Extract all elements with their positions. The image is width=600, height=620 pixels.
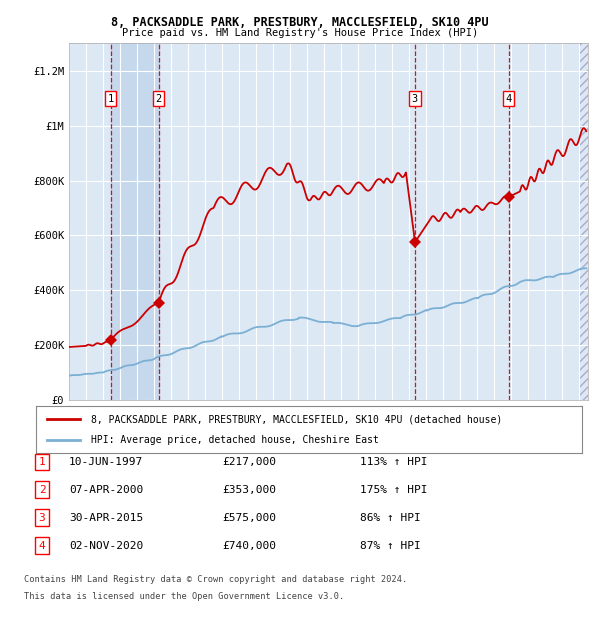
Text: 8, PACKSADDLE PARK, PRESTBURY, MACCLESFIELD, SK10 4PU: 8, PACKSADDLE PARK, PRESTBURY, MACCLESFI… <box>111 16 489 29</box>
Text: 2: 2 <box>38 485 46 495</box>
Text: 3: 3 <box>38 513 46 523</box>
Text: £353,000: £353,000 <box>222 485 276 495</box>
Text: HPI: Average price, detached house, Cheshire East: HPI: Average price, detached house, Ches… <box>91 435 379 445</box>
Text: 07-APR-2000: 07-APR-2000 <box>69 485 143 495</box>
Text: 02-NOV-2020: 02-NOV-2020 <box>69 541 143 551</box>
Text: 8, PACKSADDLE PARK, PRESTBURY, MACCLESFIELD, SK10 4PU (detached house): 8, PACKSADDLE PARK, PRESTBURY, MACCLESFI… <box>91 414 502 424</box>
Text: 1: 1 <box>107 94 113 104</box>
Text: 4: 4 <box>506 94 512 104</box>
Text: Contains HM Land Registry data © Crown copyright and database right 2024.: Contains HM Land Registry data © Crown c… <box>24 575 407 584</box>
Text: 175% ↑ HPI: 175% ↑ HPI <box>360 485 427 495</box>
Text: 4: 4 <box>38 541 46 551</box>
Text: 86% ↑ HPI: 86% ↑ HPI <box>360 513 421 523</box>
Text: 30-APR-2015: 30-APR-2015 <box>69 513 143 523</box>
Text: 3: 3 <box>412 94 418 104</box>
Text: £740,000: £740,000 <box>222 541 276 551</box>
Bar <box>580 43 588 400</box>
Text: 113% ↑ HPI: 113% ↑ HPI <box>360 457 427 467</box>
Text: 87% ↑ HPI: 87% ↑ HPI <box>360 541 421 551</box>
Text: This data is licensed under the Open Government Licence v3.0.: This data is licensed under the Open Gov… <box>24 592 344 601</box>
Bar <box>580 43 588 400</box>
Text: 10-JUN-1997: 10-JUN-1997 <box>69 457 143 467</box>
Text: £217,000: £217,000 <box>222 457 276 467</box>
Bar <box>110 43 158 400</box>
Text: Price paid vs. HM Land Registry's House Price Index (HPI): Price paid vs. HM Land Registry's House … <box>122 28 478 38</box>
Text: 1: 1 <box>38 457 46 467</box>
Text: 2: 2 <box>155 94 162 104</box>
Text: £575,000: £575,000 <box>222 513 276 523</box>
